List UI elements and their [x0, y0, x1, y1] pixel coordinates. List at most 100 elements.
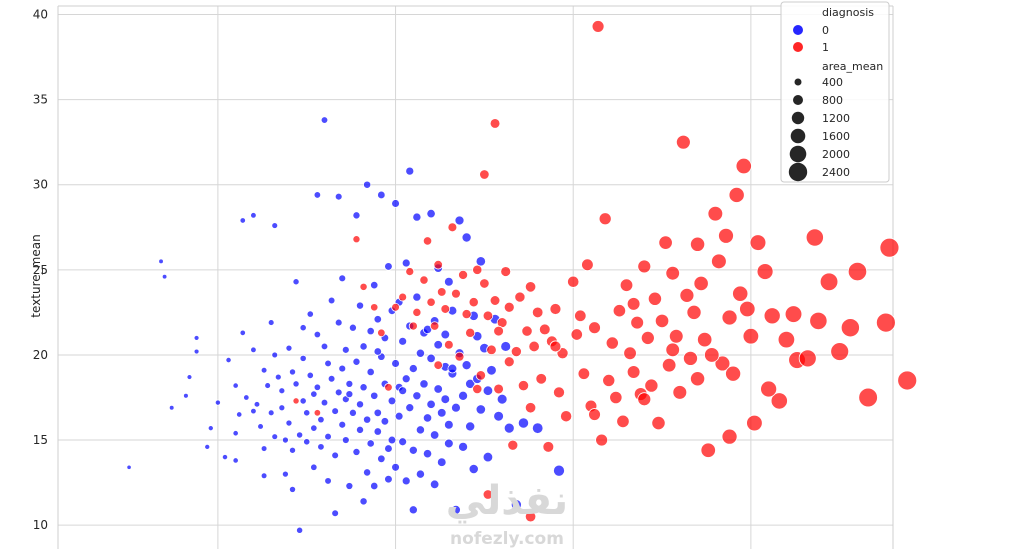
legend-size-label: 1200 [822, 112, 850, 125]
scatter-point-diagnosis-1 [461, 309, 472, 320]
scatter-point-diagnosis-1 [683, 350, 698, 366]
scatter-point-diagnosis-0 [214, 399, 221, 406]
scatter-point-diagnosis-1 [489, 295, 501, 306]
scatter-point-diagnosis-1 [472, 264, 483, 275]
scatter-point-diagnosis-1 [486, 344, 497, 356]
scatter-point-diagnosis-1 [524, 402, 537, 414]
scatter-point-diagnosis-1 [718, 227, 734, 244]
scatter-point-diagnosis-0 [377, 190, 386, 200]
scatter-point-diagnosis-1 [721, 309, 738, 326]
scatter-point-diagnosis-0 [380, 417, 390, 426]
legend-size-marker [791, 111, 805, 125]
scatter-point-diagnosis-0 [458, 441, 469, 452]
scatter-point-diagnosis-0 [317, 415, 325, 424]
scatter-point-diagnosis-0 [433, 384, 443, 394]
scatter-point-diagnosis-0 [348, 408, 357, 417]
scatter-point-diagnosis-0 [363, 180, 372, 189]
scatter-point-diagnosis-1 [359, 282, 368, 291]
scatter-point-diagnosis-1 [819, 272, 839, 291]
scatter-point-diagnosis-0 [334, 318, 343, 327]
scatter-point-diagnosis-1 [847, 261, 868, 282]
watermark-arabic: نفذلي [446, 478, 568, 524]
scatter-point-diagnosis-0 [422, 449, 433, 459]
scatter-point-diagnosis-0 [355, 400, 365, 409]
scatter-point-diagnosis-1 [458, 269, 469, 280]
scatter-point-diagnosis-0 [207, 425, 214, 432]
scatter-point-diagnosis-0 [419, 379, 429, 389]
scatter-point-diagnosis-0 [429, 430, 440, 440]
y-tick-labels: 10 15 20 25 30 35 40 [33, 8, 48, 533]
scatter-point-diagnosis-1 [700, 442, 716, 458]
scatter-point-diagnosis-0 [193, 348, 200, 355]
scatter-point-diagnosis-0 [482, 451, 494, 463]
legend-hue-marker [793, 25, 803, 35]
scatter-point-diagnosis-1 [433, 260, 443, 270]
scatter-point-diagnosis-1 [521, 325, 533, 337]
legend-size-label: 800 [822, 94, 843, 107]
scatter-point-diagnosis-0 [510, 499, 522, 511]
scatter-point-diagnosis-1 [444, 339, 454, 350]
scatter-point-diagnosis-0 [303, 438, 311, 446]
scatter-point-diagnosis-0 [161, 273, 168, 280]
scatter-point-diagnosis-1 [567, 275, 580, 288]
scatter-point-diagnosis-1 [405, 267, 415, 277]
scatter-point-diagnosis-1 [454, 351, 465, 362]
legend-hue-label: 0 [822, 24, 829, 37]
scatter-point-diagnosis-0 [271, 351, 279, 359]
data-points [126, 20, 918, 534]
scatter-point-diagnosis-0 [327, 374, 336, 383]
scatter-point-diagnosis-0 [391, 462, 400, 472]
scatter-point-diagnosis-0 [503, 422, 515, 434]
scatter-point-diagnosis-1 [602, 373, 616, 387]
scatter-point-diagnosis-0 [281, 470, 289, 478]
scatter-point-diagnosis-0 [257, 423, 264, 430]
scatter-point-diagnosis-0 [345, 482, 354, 490]
scatter-point-diagnosis-1 [626, 365, 641, 379]
scatter-point-diagnosis-1 [756, 263, 774, 280]
scatter-point-diagnosis-0 [475, 404, 486, 415]
scatter-point-diagnosis-0 [436, 457, 447, 467]
scatter-point-diagnosis-0 [366, 439, 375, 448]
scatter-point-diagnosis-0 [278, 387, 286, 395]
scatter-point-diagnosis-1 [739, 300, 756, 318]
y-tick-label: 35 [33, 93, 48, 107]
scatter-point-diagnosis-1 [412, 307, 422, 317]
scatter-point-diagnosis-0 [250, 407, 257, 415]
y-tick-label: 30 [33, 178, 48, 192]
scatter-point-diagnosis-0 [306, 310, 314, 318]
scatter-point-diagnosis-0 [422, 413, 433, 423]
scatter-point-diagnosis-0 [517, 417, 530, 429]
scatter-point-diagnosis-1 [707, 205, 724, 222]
legend-size-marker [788, 162, 808, 182]
scatter-point-diagnosis-0 [355, 425, 365, 434]
y-tick-label: 25 [33, 263, 48, 277]
scatter-point-diagnosis-1 [436, 287, 447, 297]
scatter-point-diagnosis-1 [690, 371, 706, 387]
scatter-point-diagnosis-1 [809, 311, 828, 331]
scatter-point-diagnosis-1 [479, 169, 490, 180]
scatter-point-diagnosis-1 [549, 303, 562, 315]
scatter-point-diagnosis-1 [749, 234, 767, 251]
scatter-point-diagnosis-0 [204, 443, 211, 450]
scatter-point-diagnosis-1 [440, 304, 451, 314]
scatter-point-diagnosis-1 [528, 340, 540, 353]
scatter-point-diagnosis-0 [250, 346, 257, 354]
scatter-point-diagnosis-0 [444, 419, 454, 430]
scatter-point-diagnosis-1 [482, 310, 494, 322]
scatter-point-diagnosis-0 [289, 368, 297, 376]
scatter-point-diagnosis-0 [465, 421, 476, 432]
scatter-point-diagnosis-0 [458, 390, 469, 401]
scatter-point-diagnosis-0 [285, 344, 293, 352]
scatter-point-diagnosis-1 [475, 370, 486, 381]
scatter-point-diagnosis-1 [798, 349, 817, 368]
scatter-point-diagnosis-0 [373, 315, 382, 324]
scatter-point-diagnosis-0 [281, 436, 289, 444]
watermark-logo: نفذلي nofezly.com [446, 478, 568, 549]
scatter-point-diagnosis-1 [503, 301, 515, 313]
scatter-point-diagnosis-1 [609, 390, 623, 405]
scatter-point-diagnosis-1 [422, 236, 433, 246]
scatter-point-diagnosis-1 [647, 291, 662, 306]
scatter-point-diagnosis-1 [510, 346, 522, 358]
scatter-point-diagnosis-0 [553, 464, 565, 477]
scatter-point-diagnosis-1 [693, 275, 709, 292]
